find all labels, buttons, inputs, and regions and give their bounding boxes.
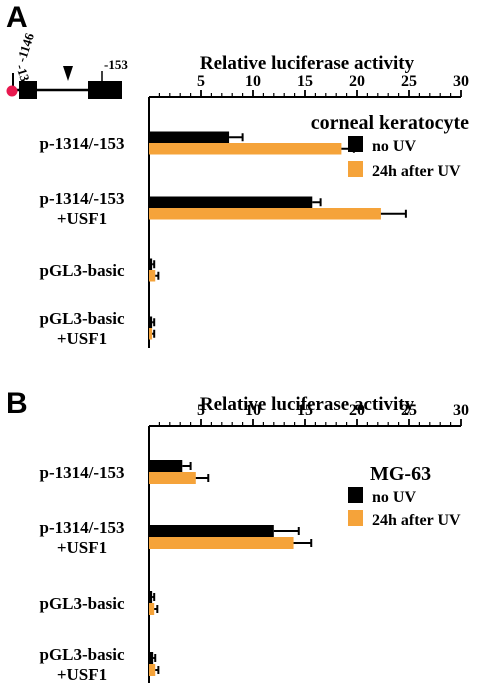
bar: [149, 460, 183, 472]
legend-label: 24h after UV: [372, 163, 461, 180]
legend-label: 24h after UV: [372, 512, 461, 529]
category-label: +USF1: [57, 665, 107, 684]
bar: [149, 537, 294, 549]
bar: [149, 525, 274, 537]
x-tick-label: 15: [297, 73, 313, 90]
legend-swatch: [348, 136, 363, 152]
start-site-marker: [6, 85, 18, 97]
bar: [149, 208, 381, 220]
x-tick-label: 25: [401, 73, 417, 90]
x-tick-label: 10: [245, 402, 261, 419]
bar: [149, 258, 153, 270]
x-tick-label: 30: [453, 73, 469, 90]
category-label: pGL3-basic: [39, 594, 124, 613]
bar: [149, 328, 153, 340]
category-label: p-1314/-153: [40, 189, 125, 208]
bar: [149, 143, 342, 155]
bar: [149, 603, 155, 615]
x-axis-title: Relative luciferase activity: [200, 394, 415, 415]
bar: [149, 664, 156, 676]
exon-box-1: [19, 81, 37, 99]
cell-type-title: corneal keratocyte: [311, 112, 469, 134]
bar: [149, 270, 156, 282]
bar: [149, 196, 313, 208]
panel-letter-a: A: [6, 1, 28, 34]
panel-a: A -1314 -1146 -153 Relative luciferase a…: [6, 1, 469, 348]
x-tick-label: 15: [297, 402, 313, 419]
cell-type-title: MG-63: [370, 463, 431, 485]
label-minus-1146: -1146: [14, 31, 38, 64]
category-label: pGL3-basic: [39, 309, 124, 328]
x-tick-label: 30: [453, 402, 469, 419]
panel-letter-b: B: [6, 387, 28, 420]
legend-label: no UV: [372, 489, 416, 506]
x-tick-label: 20: [349, 73, 365, 90]
category-label: p-1314/-153: [40, 463, 125, 482]
category-label: p-1314/-153: [40, 134, 125, 153]
x-tick-label: 25: [401, 402, 417, 419]
bar: [149, 472, 196, 484]
legend-swatch: [348, 510, 363, 526]
category-label: +USF1: [57, 329, 107, 348]
x-tick-label: 20: [349, 402, 365, 419]
bar: [149, 591, 153, 603]
legend-swatch: [348, 487, 363, 503]
label-minus-153: -153: [104, 57, 128, 72]
usf1-site-arrowhead: [63, 66, 73, 81]
legend-label: no UV: [372, 138, 416, 155]
bar: [149, 652, 154, 664]
bar: [149, 316, 153, 328]
category-label: pGL3-basic: [39, 645, 124, 664]
exon-box-2: [88, 81, 122, 99]
category-label: p-1314/-153: [40, 518, 125, 537]
legend-swatch: [348, 161, 363, 177]
bar: [149, 131, 230, 143]
x-tick-label: 5: [197, 73, 205, 90]
category-label: +USF1: [57, 209, 107, 228]
x-axis-title: Relative luciferase activity: [200, 53, 415, 74]
category-label: pGL3-basic: [39, 261, 124, 280]
x-tick-label: 10: [245, 73, 261, 90]
category-label: +USF1: [57, 538, 107, 557]
x-tick-label: 5: [197, 402, 205, 419]
promoter-diagram: -1314 -1146 -153: [6, 31, 128, 99]
